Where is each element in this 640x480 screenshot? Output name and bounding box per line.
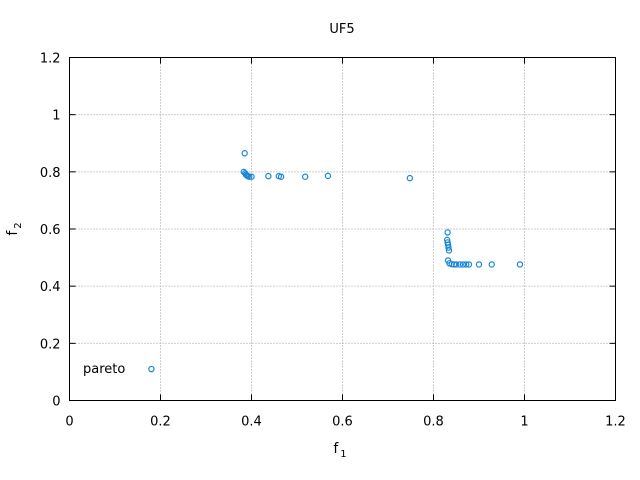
x-tick-label: 0.2 [150, 415, 171, 430]
x-axis-label-subscript: 1 [340, 449, 346, 460]
y-tick-label: 0.8 [40, 166, 61, 181]
data-point [265, 172, 272, 180]
data-point [324, 172, 332, 180]
x-tick-label: 0.8 [423, 415, 444, 430]
data-point [246, 173, 253, 180]
data-point [248, 173, 255, 180]
x-axis-label-main: f [333, 441, 339, 457]
y-axis-label-subscript: 2 [13, 222, 24, 228]
x-tick-label: 0 [65, 415, 73, 430]
y-tick-label: 0.2 [40, 337, 61, 352]
legend-label: pareto [83, 362, 125, 377]
data-point [459, 261, 467, 268]
data-point [445, 244, 452, 251]
y-tick-label: 0 [52, 395, 60, 410]
data-point [488, 261, 495, 268]
data-point [444, 229, 451, 236]
data-point [277, 173, 285, 180]
data-point [444, 241, 452, 248]
data-point [463, 261, 470, 268]
grid [69, 57, 616, 401]
data-point [475, 261, 483, 268]
y-tick-label: 1.2 [40, 52, 61, 67]
data-point [241, 150, 248, 157]
y-tick-label: 1 [52, 109, 60, 124]
y-axis-label-main: f [5, 230, 21, 236]
data-point [453, 261, 460, 268]
y-tick-label: 0.4 [40, 280, 61, 295]
data-point [406, 174, 414, 182]
x-tick-label: 0.4 [241, 415, 262, 430]
chart-title: UF5 [329, 22, 354, 37]
x-tick-label: 1 [520, 415, 528, 430]
y-axis-label: f2 [5, 222, 24, 235]
x-tick-label: 0.6 [332, 415, 353, 430]
x-tick-label: 1.2 [605, 415, 626, 430]
data-point [148, 365, 155, 373]
y-axis-ticks: 0 0.2 0.4 0.6 0.8 1 1.2 [40, 52, 616, 410]
x-axis-ticks: 0 0.2 0.4 0.6 0.8 1 1.2 [65, 57, 626, 430]
data-point [465, 261, 473, 268]
y-tick-label: 0.6 [40, 223, 61, 238]
data-points [148, 150, 524, 373]
data-point [448, 260, 455, 268]
data-point [445, 247, 453, 254]
data-point [450, 261, 458, 268]
data-point [301, 173, 309, 180]
data-point [456, 261, 464, 268]
data-point [516, 261, 524, 268]
